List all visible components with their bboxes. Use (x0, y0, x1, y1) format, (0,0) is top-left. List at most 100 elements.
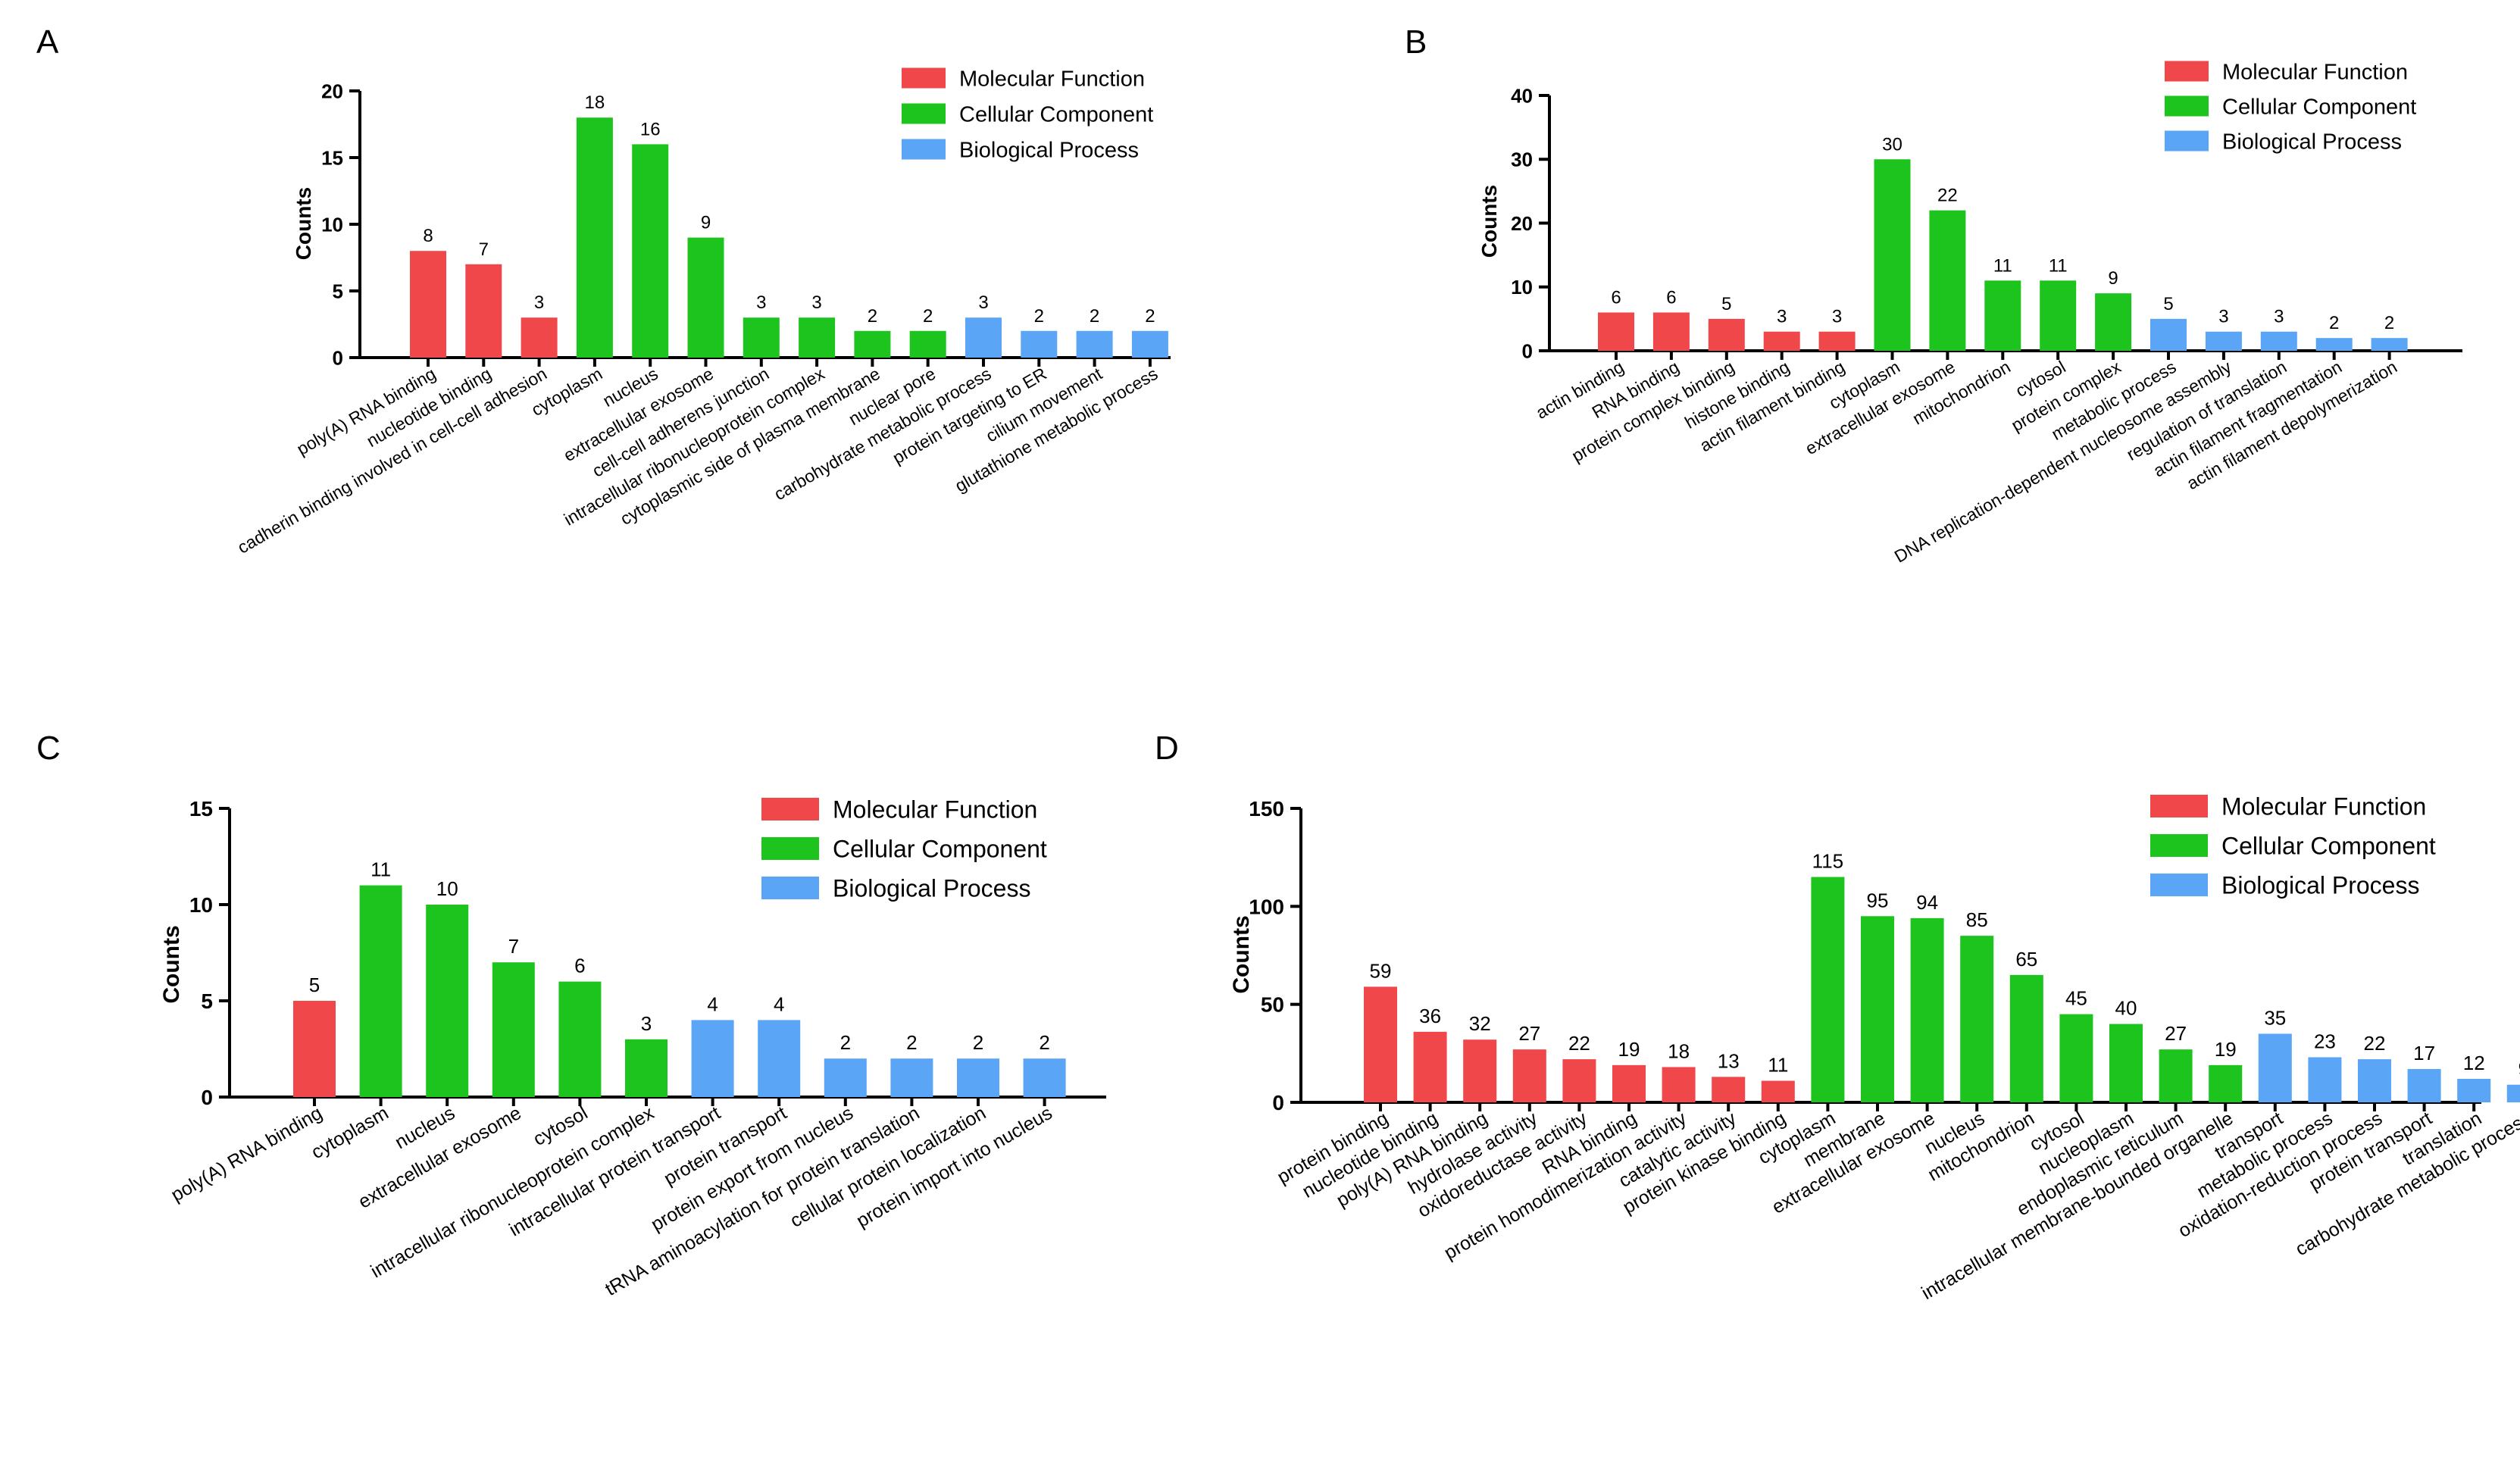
panel-c-bar (426, 905, 469, 1097)
panel-d-bar (1662, 1067, 1696, 1102)
panel-d-legend-swatch (2150, 874, 2208, 896)
panel-c-bar (558, 981, 602, 1097)
panel-b-value-label: 3 (1777, 307, 1787, 327)
panel-d-bar (2159, 1049, 2193, 1102)
panel-d-legend-label: Molecular Function (2221, 793, 2426, 821)
panel-a-value-label: 2 (1145, 306, 1155, 327)
panel-a-legend-label: Cellular Component (959, 102, 1153, 127)
panel-b-legend-label: Biological Process (2222, 130, 2402, 154)
panel-c-bar (691, 1020, 734, 1097)
panel-d-bar (2059, 1014, 2093, 1102)
panel-d-bar (2358, 1059, 2391, 1102)
panel-b-bar (1598, 312, 1634, 351)
panel-d-bar (1364, 986, 1397, 1102)
panel-b-value-label: 5 (2163, 294, 2173, 314)
panel-b-value-label: 3 (2274, 307, 2284, 327)
panel-a-ylabel: Counts (292, 187, 315, 260)
panel-a-bar (1021, 330, 1058, 358)
panel-d-y-tick-label: 150 (1249, 797, 1284, 821)
panel-d-bar (1761, 1080, 1795, 1102)
panel-a-value-label: 2 (1090, 306, 1099, 327)
panel-b-bar (1708, 318, 1745, 351)
panel-d-bar (2209, 1064, 2243, 1102)
panel-a-value-label: 8 (423, 226, 433, 246)
panel-d-value-label: 45 (2065, 987, 2087, 1010)
panel-a-bar (632, 144, 669, 358)
panel-c-value-label: 2 (840, 1031, 851, 1054)
panel-b-bar (1652, 312, 1690, 351)
panel-a-y-tick-label: 15 (321, 146, 343, 169)
panel-a-bar (465, 264, 502, 358)
panel-d-y-tick-label: 50 (1261, 993, 1284, 1017)
panel-c-legend-label: Molecular Function (833, 796, 1037, 824)
panel-b-value-label: 22 (1937, 186, 1958, 206)
panel-a-value-label: 3 (534, 292, 544, 313)
panel-d-legend-swatch (2150, 795, 2208, 817)
panel-a-legend-swatch (902, 139, 946, 160)
panel-c-bar (758, 1020, 801, 1097)
panel-d-bar (2009, 974, 2043, 1102)
panel-a-legend-label: Molecular Function (959, 67, 1145, 91)
panel-c-bar (625, 1039, 668, 1097)
panel-a-value-label: 2 (1034, 306, 1044, 327)
panel-d-bar (2506, 1084, 2520, 1102)
panel-c-bar (492, 962, 535, 1097)
panel-d-value-label: 59 (1370, 959, 1392, 982)
panel-d-bar (2457, 1078, 2491, 1102)
panel-a-value-label: 3 (756, 292, 766, 313)
panel-c-bar (1023, 1058, 1066, 1097)
panel-b-value-label: 11 (2049, 255, 2068, 276)
panel-d-legend-label: Biological Process (2221, 872, 2419, 899)
panel-b-value-label: 6 (1666, 287, 1676, 308)
panel-d-value-label: 22 (2364, 1032, 2386, 1055)
panel-c-y-tick-label: 0 (201, 1086, 213, 1109)
panel-b-legend-swatch (2165, 130, 2209, 152)
panel-d-ylabel: Counts (1229, 915, 1254, 993)
panel-a-bar (1076, 330, 1113, 358)
panel-c-letter: C (36, 730, 61, 767)
panel-d-value-label: 19 (1618, 1038, 1640, 1061)
panel-c-ylabel: Counts (159, 925, 184, 1003)
panel-d-value-label: 19 (2215, 1038, 2237, 1061)
panel-c-value-label: 4 (774, 992, 784, 1015)
panel-b-legend-swatch (2165, 95, 2209, 117)
panel-c-value-label: 2 (906, 1031, 917, 1054)
panel-a-bar (965, 317, 1002, 358)
panel-b-value-label: 6 (1611, 287, 1621, 308)
panel-a-value-label: 3 (811, 292, 821, 313)
panel-c-y-tick-label: 10 (189, 893, 213, 917)
panel-d-y-tick-label: 100 (1249, 895, 1284, 918)
panel-b-y-tick-label: 10 (1511, 276, 1533, 299)
panel-a-bar (743, 317, 780, 358)
panel-a-legend-swatch (902, 103, 946, 124)
panel-a-value-label: 2 (868, 306, 877, 327)
panel-d-bar (2258, 1033, 2292, 1102)
panel-d-letter: D (1155, 730, 1179, 767)
panel-c-legend-swatch (761, 877, 819, 899)
panel-d-bar (1512, 1049, 1546, 1102)
panel-d-value-label: 40 (2115, 997, 2137, 1020)
panel-c-legend-swatch (761, 798, 819, 821)
panel-c-value-label: 4 (707, 992, 718, 1015)
panel-a-bar (576, 117, 613, 358)
panel-b-y-tick-label: 0 (1522, 339, 1533, 362)
panel-d-bar (2109, 1024, 2143, 1102)
panel-c-legend-label: Biological Process (833, 875, 1030, 902)
panel-d-value-label: 23 (2314, 1030, 2336, 1053)
panel-b-bar (1984, 280, 2021, 351)
panel-d-value-label: 22 (1568, 1032, 1590, 1055)
panel-d-bar (1612, 1064, 1646, 1102)
panel-c-value-label: 11 (370, 858, 391, 881)
panel-c-value-label: 2 (973, 1031, 983, 1054)
panel-a-value-label: 9 (701, 213, 711, 233)
panel-d-value-label: 17 (2413, 1042, 2435, 1064)
panel-c-value-label: 5 (309, 974, 320, 996)
panel-d-value-label: 65 (2015, 948, 2037, 971)
panel-b-y-tick-label: 30 (1511, 148, 1533, 171)
panel-c-value-label: 2 (1039, 1031, 1049, 1054)
panel-b-value-label: 3 (2218, 307, 2228, 327)
panel-b-legend-swatch (2165, 61, 2209, 82)
panel-b-bar (1929, 210, 1966, 351)
